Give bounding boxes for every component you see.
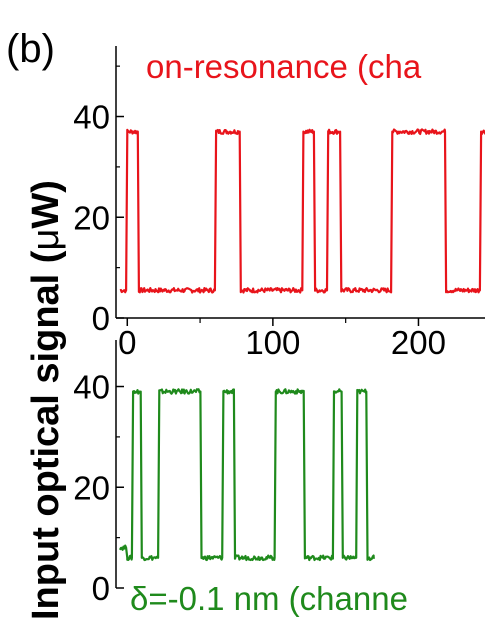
y-axis-label-prefix: Input optical signal ( [25, 250, 67, 620]
series-annotation: on-resonance (cha [146, 48, 422, 85]
x-tick-label: 0 [118, 324, 136, 361]
series-annotation: δ=-0.1 nm (channe [130, 580, 408, 617]
y-tick-label: 20 [73, 199, 110, 236]
plot-1: 0 20 40 0 100 200 on-resonance (cha [73, 46, 485, 361]
series-line [119, 128, 485, 294]
y-tick-label: 0 [92, 300, 110, 337]
series-line [119, 388, 375, 562]
y-axis-label-suffix: W) [25, 180, 67, 229]
y-axis-label-mu: μ [25, 229, 67, 251]
plot-2: 0 20 40 δ=-0.1 nm (channe [73, 340, 408, 617]
y-tick-label: 40 [73, 99, 110, 136]
x-tick-label: 200 [391, 324, 446, 361]
y-tick-label: 40 [73, 369, 110, 406]
x-tick-label: 100 [245, 324, 300, 361]
panel-label: (b) [6, 27, 55, 71]
y-axis-label: Input optical signal (μW) [25, 180, 67, 620]
y-tick-label: 20 [73, 469, 110, 506]
y-tick-label: 0 [92, 570, 110, 607]
